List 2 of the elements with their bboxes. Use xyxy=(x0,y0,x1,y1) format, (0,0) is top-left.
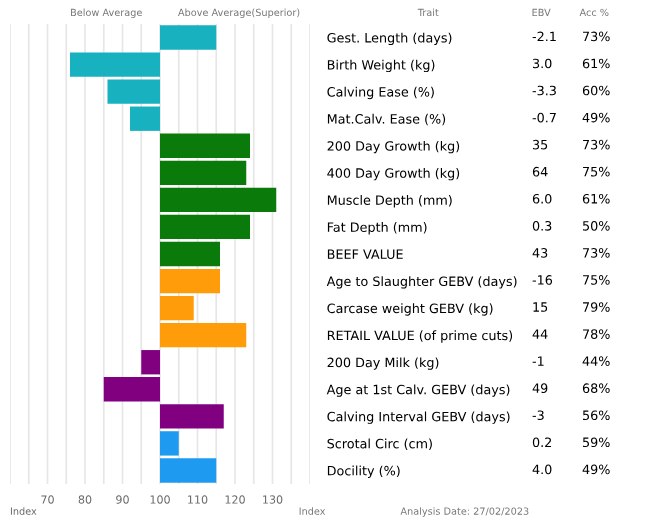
bar xyxy=(160,25,217,50)
bar xyxy=(160,404,224,429)
